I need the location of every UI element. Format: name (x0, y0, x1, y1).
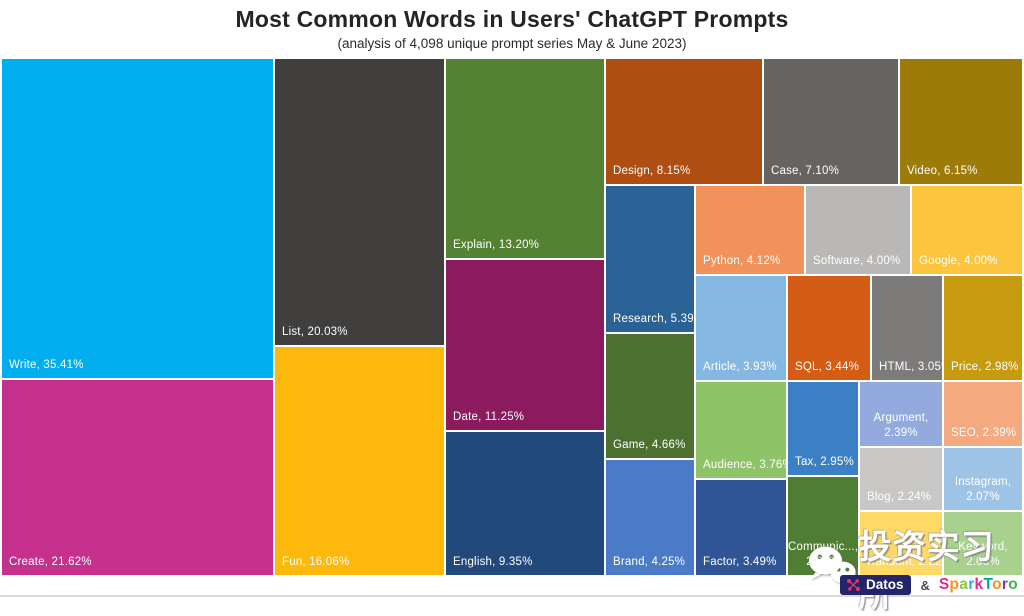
treemap-tile-list: List, 20.03% (275, 59, 444, 345)
tile-label: Software, 4.00% (813, 255, 901, 268)
treemap-tile-communic: Communic..., 2.95% (788, 477, 858, 575)
tile-label: SEO, 2.39% (951, 427, 1017, 440)
treemap-tile-argument: Argument, 2.39% (860, 382, 942, 446)
treemap-tile-design: Design, 8.15% (606, 59, 762, 184)
tile-label: Fun, 16.06% (282, 556, 350, 569)
treemap-tile-google: Google, 4.00% (912, 186, 1022, 274)
tile-label: English, 9.35% (453, 556, 533, 569)
tile-label: List, 20.03% (282, 326, 348, 339)
treemap-tile-seo: SEO, 2.39% (944, 382, 1022, 446)
treemap-tile-blog: Blog, 2.24% (860, 448, 942, 510)
tile-label: Date, 11.25% (453, 411, 525, 424)
treemap-tile-write: Write, 35.41% (2, 59, 273, 378)
tile-label: Price, 2.98% (951, 361, 1019, 374)
treemap-tile-html: HTML, 3.05% (872, 276, 952, 380)
treemap-tile-instagram: Instagram, 2.07% (944, 448, 1022, 510)
tile-label: Video, 6.15% (907, 165, 978, 178)
treemap-tile-date: Date, 11.25% (446, 260, 604, 430)
tile-label: Tax, 2.95% (795, 456, 854, 469)
tile-label: Design, 8.15% (613, 165, 691, 178)
tile-label: Factor, 3.49% (703, 556, 777, 569)
tile-label: HTML, 3.05% (879, 361, 952, 374)
tile-label: Create, 21.62% (9, 556, 92, 569)
treemap-tile-english: English, 9.35% (446, 432, 604, 575)
treemap-tile-audience: Audience, 3.76% (696, 382, 793, 478)
tile-label: Communic..., 2.95% (788, 541, 859, 569)
treemap-tile-explain: Explain, 13.20% (446, 59, 604, 258)
treemap-tile-research: Research, 5.39% (606, 186, 705, 332)
treemap-tile-game: Game, 4.66% (606, 334, 694, 458)
tile-label: Instagram, 2.07% (954, 476, 1012, 504)
treemap-tile-article: Article, 3.93% (696, 276, 786, 380)
treemap-tile-price: Price, 2.98% (944, 276, 1022, 380)
chart-subtitle: (analysis of 4,098 unique prompt series … (337, 36, 687, 51)
sparktoro-letter: o (992, 576, 1002, 593)
tile-label: Game, 4.66% (613, 439, 686, 452)
tile-label: Brand, 4.25% (613, 556, 686, 569)
sparktoro-logo: SparkToro (939, 576, 1018, 594)
treemap-tile-tax: Tax, 2.95% (788, 382, 858, 475)
treemap-tile-keyword: Keyword, 2.03% (944, 512, 1022, 575)
tile-label: Keyword, 2.03% (958, 541, 1008, 569)
sparktoro-letter: r (1001, 576, 1009, 593)
treemap-tile-random: Random, 2.22% (860, 512, 953, 575)
treemap-tile-python: Python, 4.12% (696, 186, 804, 274)
treemap-tile-software: Software, 4.00% (806, 186, 910, 274)
bottom-edge-line (0, 595, 1024, 597)
datos-label: Datos (865, 577, 904, 592)
tile-label: Explain, 13.20% (453, 239, 540, 252)
datos-logo: Datos (839, 575, 912, 595)
tile-label: Write, 35.41% (9, 359, 84, 372)
treemap-tile-sql: SQL, 3.44% (788, 276, 870, 380)
tile-label: Research, 5.39% (613, 313, 705, 326)
treemap-tile-brand: Brand, 4.25% (606, 460, 694, 575)
treemap-tile-fun: Fun, 16.06% (275, 347, 444, 575)
treemap-tile-video: Video, 6.15% (900, 59, 1022, 184)
tile-label: Article, 3.93% (703, 361, 777, 374)
tile-label: Audience, 3.76% (703, 459, 793, 472)
tile-label: Case, 7.10% (771, 165, 840, 178)
treemap-tile-create: Create, 21.62% (2, 380, 273, 575)
sparktoro-letter: a (959, 576, 969, 593)
ampersand: & (920, 577, 930, 593)
sparktoro-letter: S (938, 576, 950, 593)
chart-title: Most Common Words in Users' ChatGPT Prom… (235, 6, 789, 32)
sparktoro-letter: o (1008, 576, 1018, 593)
sparktoro-letter: r (968, 576, 975, 593)
treemap-tile-case: Case, 7.10% (764, 59, 898, 184)
tile-label: Python, 4.12% (703, 255, 781, 268)
treemap-chart: Write, 35.41% Create, 21.62% List, 20.03% F… (2, 59, 1022, 575)
chart-page: Most Common Words in Users' ChatGPT Prom… (0, 6, 1024, 614)
tile-label: Google, 4.00% (919, 255, 998, 268)
tile-label: Blog, 2.24% (867, 491, 932, 504)
treemap-tile-factor: Factor, 3.49% (696, 480, 786, 575)
tile-label: Argument, 2.39% (873, 412, 929, 440)
footer-logos: Datos & SparkToro (839, 575, 1018, 595)
tile-label: Random, 2.22% (867, 556, 953, 569)
tile-label: SQL, 3.44% (795, 361, 860, 374)
sparktoro-letter: p (949, 576, 960, 593)
sparktoro-letter: T (983, 576, 993, 593)
datos-icon (846, 578, 860, 591)
sparktoro-letter: k (974, 576, 984, 593)
